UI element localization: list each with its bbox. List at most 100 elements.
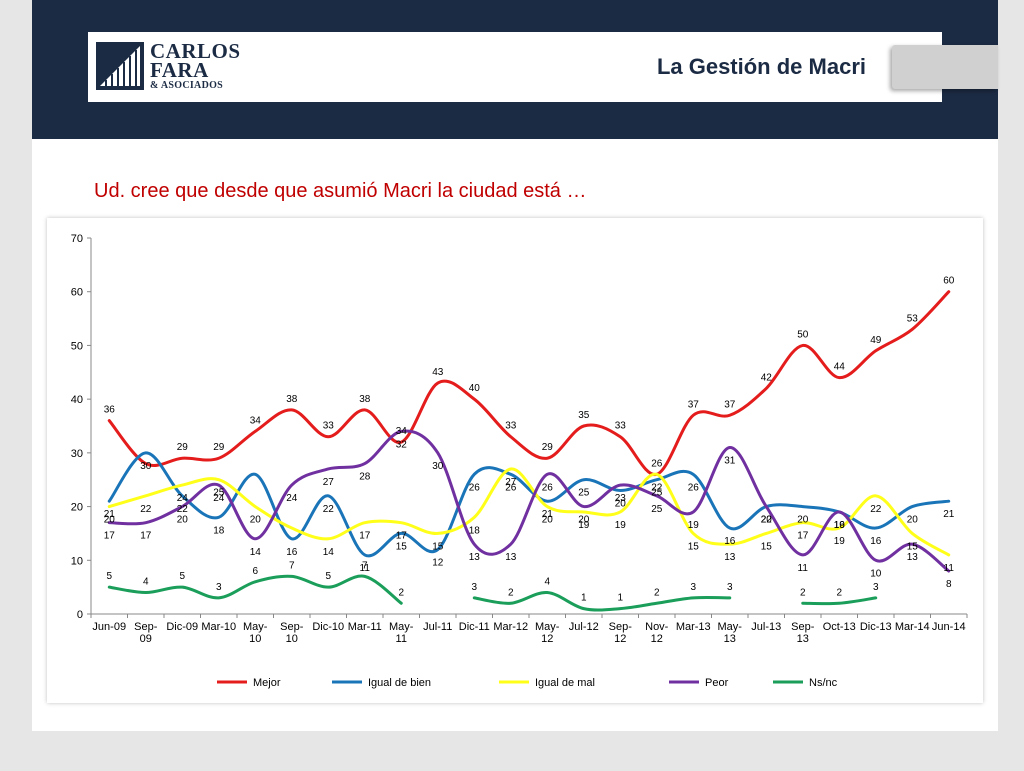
logo-mark-icon [96, 42, 144, 90]
series-line-peor [107, 429, 951, 573]
data-label-igual-de-mal: 13 [724, 552, 736, 563]
x-tick-label: Mar-11 [348, 621, 382, 633]
x-tick-label: Sep-10 [280, 621, 304, 645]
legend-label-ns-nc: Ns/nc [809, 677, 838, 689]
data-label-ns-nc: 3 [471, 582, 477, 593]
data-label-igual-de-bien: 12 [432, 558, 444, 569]
data-label-peor: 23 [615, 493, 627, 504]
data-label-igual-de-bien: 21 [104, 509, 116, 520]
data-label-peor: 31 [724, 455, 736, 466]
data-label-igual-de-mal: 17 [797, 531, 809, 542]
x-tick-label: Jun-14 [932, 621, 966, 633]
data-label-mejor: 33 [505, 421, 517, 432]
slide: CARLOS FARA & ASOCIADOS La Gestión de Ma… [32, 0, 998, 731]
logo-text: CARLOS FARA & ASOCIADOS [150, 41, 241, 92]
data-label-mejor: 44 [834, 362, 846, 373]
y-tick-label: 60 [71, 287, 83, 299]
data-label-ns-nc: 5 [325, 571, 331, 582]
data-label-ns-nc: 3 [727, 582, 733, 593]
data-label-peor: 28 [359, 472, 371, 483]
data-label-ns-nc: 7 [289, 560, 295, 571]
data-label-igual-de-mal: 24 [177, 493, 189, 504]
series-line-ns-nc [472, 591, 732, 612]
data-label-peor: 30 [432, 461, 444, 472]
data-label-igual-de-mal: 19 [615, 520, 627, 531]
data-label-igual-de-bien: 15 [396, 541, 408, 552]
data-label-igual-de-bien: 26 [688, 482, 700, 493]
data-label-peor: 13 [907, 552, 919, 563]
data-label-igual-de-bien: 11 [360, 563, 371, 574]
series-line-ns-nc [107, 574, 403, 605]
data-label-igual-de-bien: 20 [907, 515, 919, 526]
data-label-igual-de-bien: 25 [578, 488, 590, 499]
chart-box: 0 10 20 30 40 50 60 70 Jun-09 Sep-09 Dic-09 Mar-10 M… [47, 218, 983, 703]
data-label-ns-nc: 2 [654, 587, 660, 598]
data-label-peor: 25 [651, 504, 663, 515]
data-label-ns-nc: 2 [398, 587, 404, 598]
header-box: CARLOS FARA & ASOCIADOS La Gestión de Ma… [88, 32, 942, 102]
x-tick-label: Sep-09 [134, 621, 158, 645]
x-tick-label: Dic-13 [860, 621, 892, 633]
x-tick-label: Dic-11 [459, 621, 490, 633]
data-label-peor: 27 [323, 477, 335, 488]
data-label-mejor: 60 [943, 276, 955, 287]
data-label-igual-de-mal: 25 [213, 488, 225, 499]
data-label-igual-de-bien: 22 [323, 504, 335, 515]
series-line-igual-de-bien [107, 451, 951, 558]
data-label-ns-nc: 2 [836, 587, 842, 598]
data-label-peor: 19 [688, 520, 700, 531]
data-label-igual-de-mal: 22 [140, 504, 152, 515]
x-tick-label: Dic-10 [312, 621, 344, 633]
data-label-mejor: 38 [286, 394, 298, 405]
data-label-mejor: 33 [323, 421, 335, 432]
data-label-mejor: 49 [870, 335, 882, 346]
data-label-igual-de-bien: 19 [834, 520, 846, 531]
x-tick-label: Sep-12 [609, 621, 633, 645]
data-label-mejor: 43 [432, 367, 444, 378]
data-label-igual-de-mal: 20 [250, 515, 262, 526]
data-label-ns-nc: 5 [106, 571, 112, 582]
data-label-mejor: 36 [104, 405, 116, 416]
data-label-mejor: 35 [578, 410, 590, 421]
data-label-igual-de-bien: 18 [213, 525, 225, 536]
x-tick-label: May-11 [389, 621, 414, 645]
data-label-igual-de-mal: 18 [469, 525, 481, 536]
data-label-igual-de-bien: 26 [505, 482, 517, 493]
x-tick-label: May-13 [718, 621, 743, 645]
data-label-igual-de-mal: 27 [505, 477, 517, 488]
x-tick-label: Nov-12 [645, 621, 669, 645]
data-label-mejor: 37 [724, 399, 736, 410]
data-label-igual-de-bien: 21 [943, 509, 955, 520]
data-label-igual-de-mal: 17 [396, 531, 408, 542]
data-label-peor: 11 [798, 563, 809, 574]
data-label-igual-de-mal: 17 [359, 531, 371, 542]
data-label-mejor: 40 [469, 383, 481, 394]
legend-label-peor: Peor [705, 677, 729, 689]
y-tick-label: 10 [71, 555, 83, 567]
data-label-igual-de-mal: 19 [578, 520, 590, 531]
data-label-igual-de-mal: 20 [542, 515, 554, 526]
data-label-igual-de-bien: 16 [724, 536, 736, 547]
data-label-igual-de-mal: 15 [688, 541, 700, 552]
x-tick-label: Jul-11 [423, 621, 452, 633]
data-label-igual-de-bien: 25 [651, 488, 663, 499]
data-label-peor: 24 [213, 493, 225, 504]
y-tick-label: 0 [77, 609, 83, 621]
data-label-mejor: 34 [250, 415, 262, 426]
series-line-igual-de-mal [107, 467, 951, 557]
data-label-ns-nc: 3 [216, 582, 222, 593]
legend-label-mejor: Mejor [253, 677, 281, 689]
data-label-ns-nc: 7 [362, 560, 368, 571]
data-label-mejor: 26 [651, 458, 663, 469]
x-tick-label: Mar-12 [493, 621, 528, 633]
data-label-peor: 17 [140, 531, 152, 542]
x-tick-label: Jul-12 [569, 621, 599, 633]
data-label-igual-de-bien: 16 [870, 536, 882, 547]
data-label-ns-nc: 2 [508, 587, 514, 598]
data-label-peor: 17 [104, 531, 116, 542]
data-label-peor: 32 [396, 439, 408, 450]
x-tick-label: Jul-13 [751, 621, 781, 633]
data-label-mejor: 42 [761, 372, 773, 383]
data-label-mejor: 29 [177, 442, 189, 453]
data-label-mejor: 37 [688, 399, 700, 410]
